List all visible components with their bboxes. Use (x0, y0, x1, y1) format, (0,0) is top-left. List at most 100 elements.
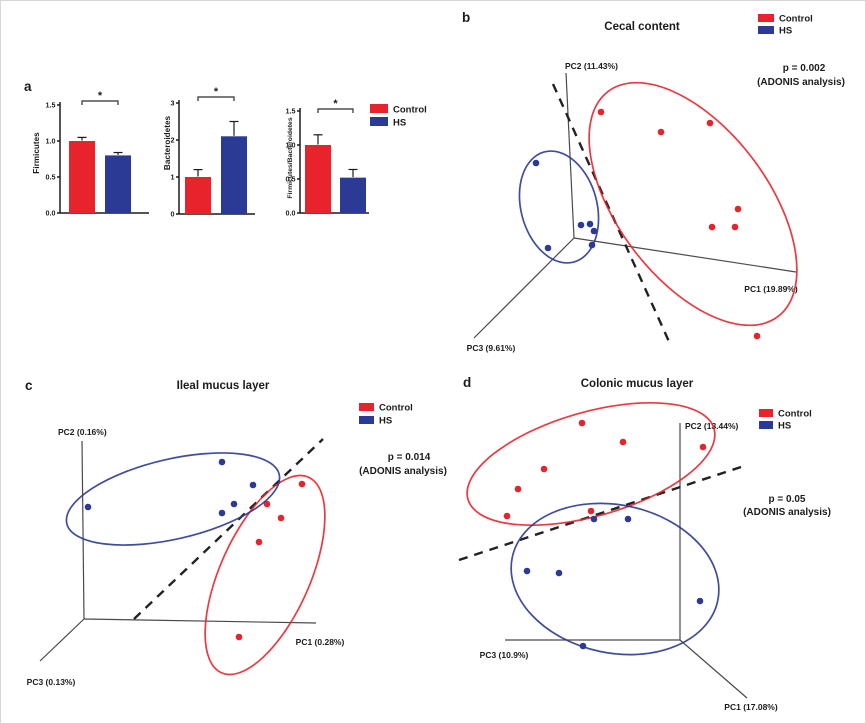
panel-c-p-value: p = 0.014 (388, 452, 431, 463)
legend-label-control: Control (393, 105, 427, 116)
charts-layer: 0.0 0.5 1.0 1.5 * 0 1 2 3 * 0.0 0.5 1.0 1.5 * (39, 72, 798, 699)
control-sample-point (734, 205, 742, 213)
legend-label-control: Control (379, 403, 413, 414)
control-sample-point (235, 633, 243, 641)
hs-sample-point (555, 569, 563, 577)
control-cluster-ellipse (588, 81, 798, 327)
panel-c-title: Ileal mucus layer (177, 380, 270, 392)
control-bar (69, 141, 95, 213)
y-axis-label-fb-ratio: Firmicutes/Bacteroidetes (287, 117, 294, 198)
hs-sample-point (249, 481, 257, 489)
control-sample-point (578, 419, 586, 427)
control-sample-point (597, 108, 605, 116)
panel-c-label: c (25, 378, 33, 393)
hs-sample-point (230, 500, 238, 508)
panel-b-method: (ADONIS analysis) (757, 77, 845, 88)
hs-legend-swatch (758, 26, 774, 34)
control-sample-point (753, 332, 761, 340)
control-sample-point (540, 465, 548, 473)
pca-axis-pc2 (565, 72, 575, 239)
hs-sample-point (624, 515, 632, 523)
legend-panel-c: Control HS (359, 403, 413, 427)
control-sample-point (255, 538, 263, 546)
pca-axis-pc1 (679, 639, 748, 699)
hs-bar (221, 136, 247, 214)
significance-bracket (197, 96, 235, 101)
y-tick-label: 0.5 (46, 173, 56, 182)
control-legend-swatch (359, 403, 374, 411)
control-bar (305, 145, 331, 213)
legend-label-control: Control (779, 14, 813, 25)
significance-star: * (333, 98, 338, 110)
panel-c-pc2-label: PC2 (0.16%) (58, 427, 107, 437)
y-tick-label: 3 (171, 99, 175, 108)
hs-sample-point (218, 458, 226, 466)
y-tick-label: 1 (171, 173, 175, 182)
hs-legend-swatch (359, 416, 374, 424)
control-cluster-ellipse (204, 474, 326, 676)
control-sample-point (708, 223, 716, 231)
hs-legend-swatch (759, 421, 773, 429)
hs-sample-point (523, 567, 531, 575)
bar-chart-1: 0 1 2 3 * (171, 86, 255, 219)
hs-bar (105, 155, 131, 213)
control-sample-point (277, 514, 285, 522)
control-cluster-ellipse (466, 401, 716, 527)
hs-sample-point (588, 241, 596, 249)
control-sample-point (298, 480, 306, 488)
control-sample-point (514, 485, 522, 493)
bar-chart-0: 0.0 0.5 1.0 1.5 * (46, 90, 149, 218)
control-sample-point (657, 128, 665, 136)
pca-plot-panel-b (473, 72, 798, 347)
significance-bracket (81, 100, 119, 105)
hs-sample-point (532, 159, 540, 167)
control-sample-point (619, 438, 627, 446)
control-legend-swatch (758, 14, 774, 22)
y-tick-label: 1.0 (286, 141, 296, 150)
significance-star: * (98, 90, 103, 102)
hs-sample-point (84, 503, 92, 511)
hs-sample-point (590, 227, 598, 235)
group-separator-line (133, 438, 324, 620)
panel-d-pc1-label: PC1 (17.08%) (724, 702, 778, 712)
y-tick-label: 1.0 (46, 137, 56, 146)
panel-b-pc2-label: PC2 (11.43%) (565, 61, 618, 71)
panel-d-label: d (463, 375, 471, 390)
panel-a-label: a (24, 79, 32, 94)
hs-sample-point (577, 221, 585, 229)
panel-b-pc1-label: PC1 (19.89%) (744, 284, 798, 294)
pca-axis-pc3 (473, 237, 575, 339)
panel-d-p-value: p = 0.05 (769, 494, 806, 505)
y-tick-label: 0.5 (286, 175, 296, 184)
panel-b-label: b (462, 10, 470, 25)
control-legend-swatch (370, 104, 388, 113)
hs-cluster-ellipse (510, 502, 720, 656)
hs-sample-point (586, 220, 594, 228)
hs-bar (340, 177, 366, 213)
panel-b-title: Cecal content (604, 21, 680, 33)
hs-cluster-ellipse (518, 150, 600, 264)
control-sample-point (263, 500, 271, 508)
hs-legend-swatch (370, 117, 388, 126)
panel-b-pc3-label: PC3 (9.61%) (467, 343, 516, 353)
pca-axis-pc3 (39, 618, 85, 662)
legend-label-hs: HS (778, 421, 791, 432)
control-sample-point (503, 512, 511, 520)
pca-plot-panel-d (458, 401, 748, 699)
control-sample-point (699, 443, 707, 451)
control-legend-swatch (759, 409, 773, 417)
y-tick-label: 0.0 (286, 209, 296, 218)
control-sample-point (731, 223, 739, 231)
hs-sample-point (579, 642, 587, 650)
y-tick-label: 2 (171, 136, 175, 145)
hs-sample-point (696, 597, 704, 605)
control-bar (185, 177, 211, 214)
y-tick-label: 1.5 (286, 107, 296, 116)
y-tick-label: 1.5 (46, 101, 56, 110)
legend-label-hs: HS (393, 118, 406, 129)
bar-chart-2: 0.0 0.5 1.0 1.5 * (286, 98, 369, 218)
panel-c-pc1-label: PC1 (0.28%) (296, 637, 345, 647)
